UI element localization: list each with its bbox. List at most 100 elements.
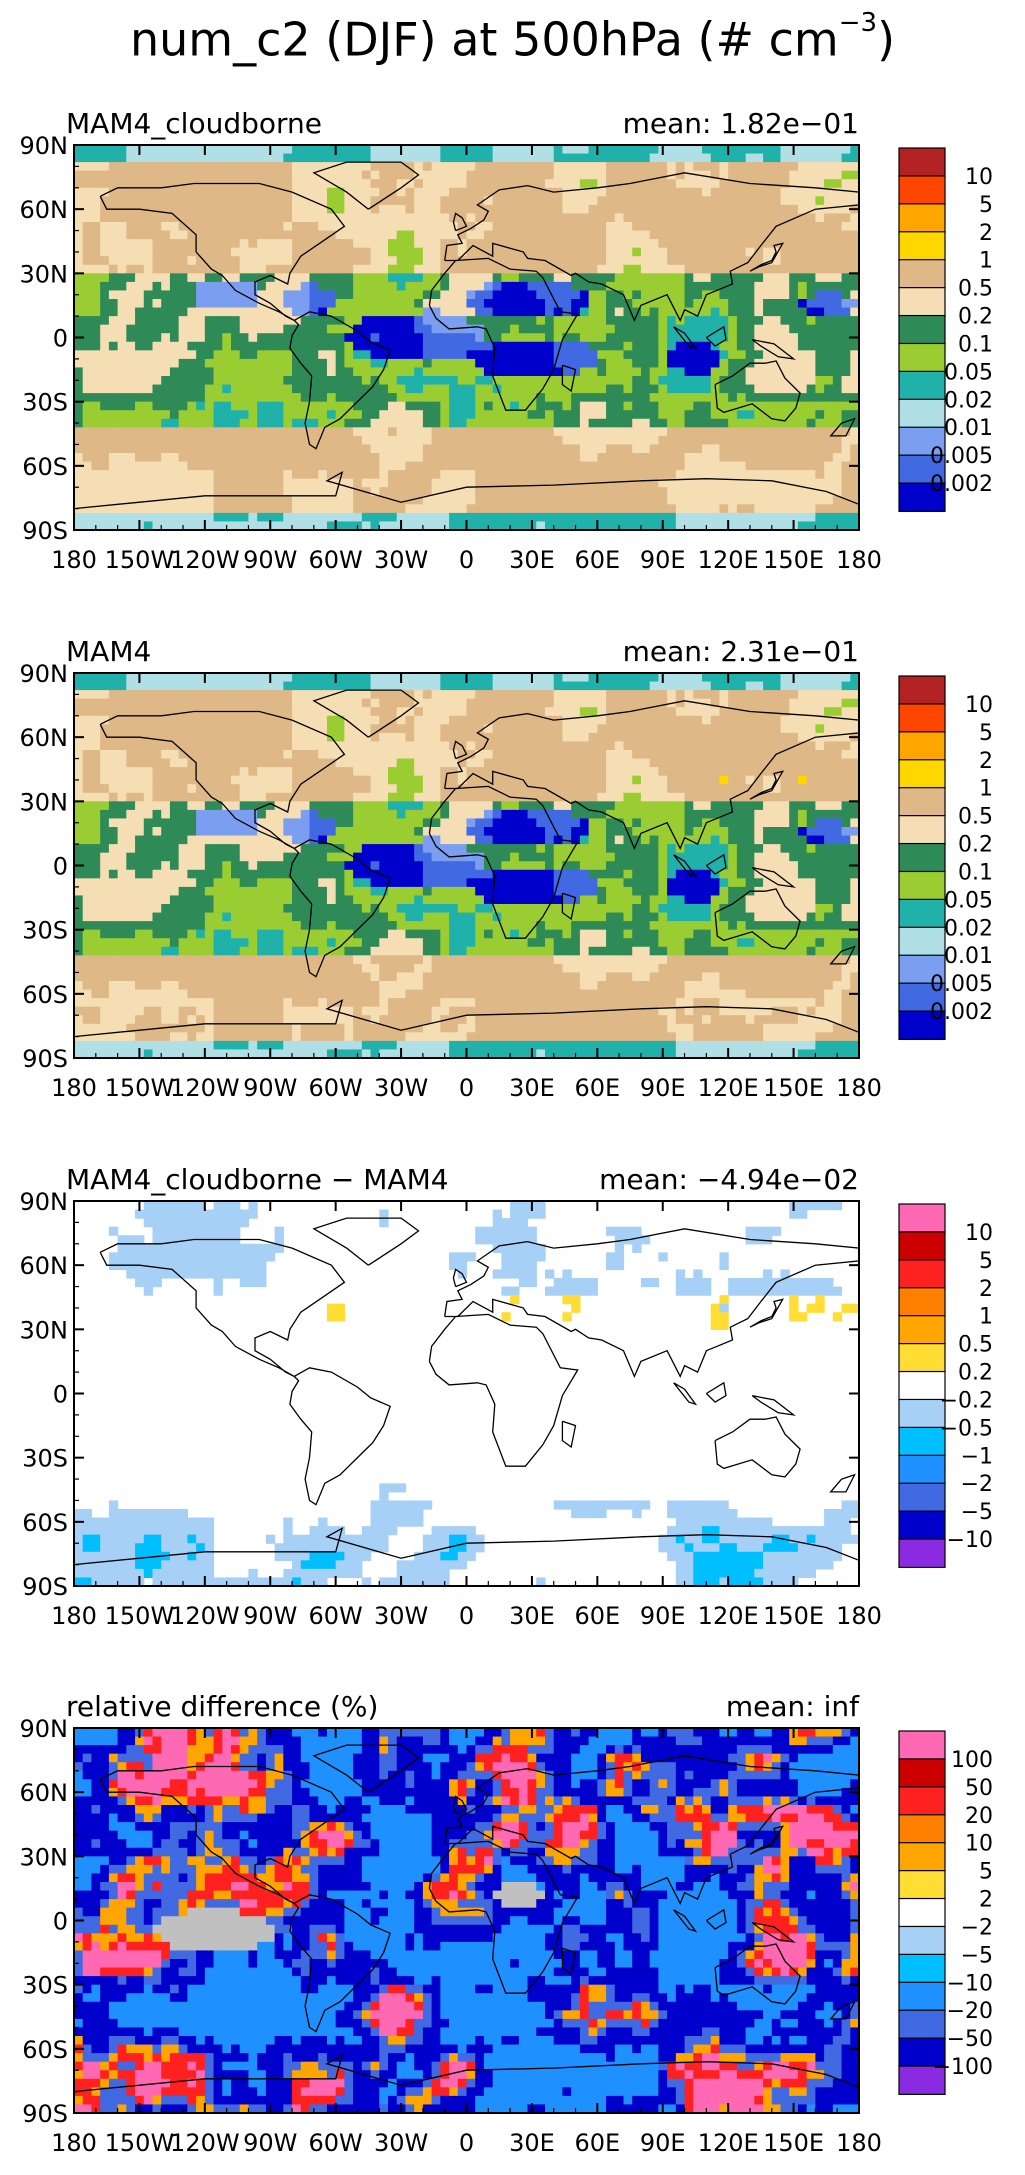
heatmap-cell (161, 145, 171, 155)
heatmap-cell (457, 418, 468, 428)
heatmap-cell (100, 290, 110, 300)
heatmap-cell (632, 707, 642, 717)
heatmap-cell (274, 461, 284, 471)
heatmap-cell (588, 316, 598, 326)
heatmap-cell (257, 350, 267, 360)
heatmap-cell (257, 273, 267, 283)
heatmap-cell (396, 470, 407, 480)
heatmap-cell (667, 153, 677, 163)
heatmap-cell (370, 376, 380, 386)
heatmap-cell (702, 401, 712, 411)
heatmap-cell (388, 401, 398, 411)
heatmap-cell (126, 715, 136, 725)
heatmap-cell (466, 453, 476, 463)
heatmap-cell (623, 512, 633, 523)
heatmap-cell (318, 145, 328, 155)
heatmap-cell (483, 715, 494, 725)
heatmap-cell (789, 504, 799, 514)
heatmap-cell (257, 512, 267, 523)
heatmap-cell (649, 187, 659, 197)
heatmap-cell (274, 239, 284, 249)
heatmap-cell (178, 162, 188, 172)
heatmap-cell (370, 707, 380, 717)
heatmap-cell (292, 213, 302, 223)
heatmap-cell (780, 187, 790, 197)
heatmap-cell (832, 418, 843, 428)
heatmap-cell (196, 187, 206, 197)
heatmap-cell (414, 504, 424, 514)
heatmap-cell (562, 299, 572, 309)
heatmap-cell (466, 715, 476, 725)
heatmap-cell (248, 281, 258, 292)
heatmap-cell (143, 281, 154, 292)
heatmap-cell (274, 376, 284, 386)
heatmap-cell (379, 230, 389, 240)
heatmap-cell (231, 281, 241, 292)
heatmap-cell (510, 376, 520, 386)
heatmap-cell (588, 187, 598, 197)
heatmap-cell (850, 376, 860, 386)
heatmap-cell (728, 453, 738, 463)
heatmap-cell (161, 350, 171, 360)
heatmap-cell (806, 179, 816, 189)
heatmap-cell (632, 521, 642, 531)
heatmap-cell (763, 495, 773, 505)
heatmap-cell (789, 222, 799, 232)
heatmap-cell (344, 145, 354, 155)
heatmap-cell (100, 732, 110, 743)
heatmap-cell (431, 367, 441, 377)
heatmap-cell (353, 213, 363, 223)
heatmap-cell (361, 316, 372, 326)
heatmap-cell (108, 478, 119, 488)
heatmap-cell (283, 741, 293, 751)
heatmap-cell (518, 512, 529, 523)
heatmap-cell (187, 204, 197, 215)
heatmap-cell (501, 299, 511, 309)
heatmap-cell (763, 273, 773, 283)
heatmap-cell (841, 487, 851, 497)
heatmap-cell (187, 299, 197, 309)
heatmap-cell (178, 495, 188, 505)
heatmap-cell (614, 401, 625, 411)
heatmap-cell (597, 504, 607, 514)
heatmap-cell (545, 230, 555, 240)
heatmap-cell (658, 401, 668, 411)
heatmap-cell (466, 470, 476, 480)
heatmap-cell (588, 418, 598, 428)
heatmap-cell (204, 504, 215, 514)
heatmap-cell (370, 444, 380, 454)
heatmap-cell (318, 435, 328, 446)
heatmap-cell (710, 521, 721, 531)
heatmap-cell (318, 418, 328, 428)
heatmap-cell (658, 204, 668, 215)
heatmap-cell (736, 307, 747, 317)
heatmap-cell (579, 453, 590, 463)
heatmap-cell (780, 681, 790, 691)
heatmap-cell (283, 495, 293, 505)
heatmap-cell (457, 376, 468, 386)
heatmap-cell (832, 673, 843, 683)
heatmap-cell (449, 358, 459, 369)
heatmap-cell (396, 187, 407, 197)
heatmap-cell (710, 222, 721, 232)
heatmap-cell (379, 213, 389, 223)
heatmap-cell (309, 418, 319, 428)
heatmap-cell (728, 281, 738, 292)
heatmap-cell (797, 145, 808, 155)
heatmap-cell (754, 316, 764, 326)
heatmap-cell (632, 418, 642, 428)
heatmap-cell (702, 732, 712, 743)
heatmap-cell (405, 299, 415, 309)
heatmap-cell (710, 376, 721, 386)
heatmap-cell (475, 230, 485, 240)
heatmap-cell (466, 281, 476, 292)
heatmap-cell (283, 324, 293, 334)
heatmap-cell (265, 358, 276, 369)
heatmap-cell (213, 470, 223, 480)
heatmap-cell (675, 715, 686, 725)
heatmap-cell (763, 281, 773, 292)
heatmap-cell (213, 690, 223, 700)
heatmap-cell (265, 461, 276, 471)
heatmap-cell (763, 673, 773, 683)
heatmap-cell (684, 512, 694, 523)
